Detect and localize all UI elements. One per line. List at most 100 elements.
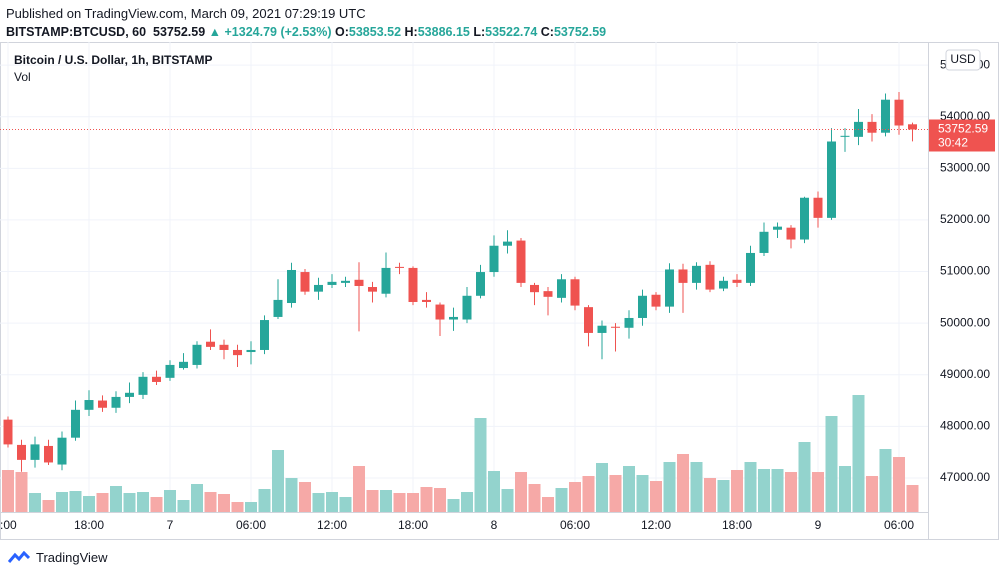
y-tick-label: 49000.00 bbox=[940, 367, 990, 381]
candle-body bbox=[800, 197, 809, 240]
axis-layer: 47000.00 48000.00 49000.00 50000.00 51000.00… bbox=[0, 57, 995, 532]
volume-bar bbox=[758, 469, 770, 512]
volume-bar bbox=[731, 470, 743, 512]
candle-body bbox=[773, 226, 782, 230]
candle-body bbox=[3, 419, 13, 445]
volume-bar bbox=[785, 472, 797, 512]
x-tick-label: 06:00 bbox=[236, 518, 266, 532]
volume-bar bbox=[380, 490, 392, 512]
candle-body bbox=[44, 445, 53, 463]
volume-bar bbox=[29, 493, 41, 512]
candle-body bbox=[71, 409, 80, 438]
volume-bar bbox=[839, 466, 851, 512]
x-tick-label: 7 bbox=[167, 518, 174, 532]
unit-box[interactable] bbox=[945, 49, 981, 71]
candle-body bbox=[449, 316, 458, 320]
volume-bar bbox=[879, 449, 892, 512]
volume-bar bbox=[771, 469, 784, 512]
y-tick-label: 54000.00 bbox=[940, 109, 990, 123]
volume-bar bbox=[825, 416, 838, 512]
candle-body bbox=[530, 284, 539, 293]
candle-body bbox=[219, 344, 229, 350]
candle-body bbox=[827, 141, 836, 218]
candle-body bbox=[422, 299, 431, 302]
y-tick-label: 53000.00 bbox=[940, 161, 990, 175]
ohlc-1: 53886.15 bbox=[417, 25, 470, 39]
ohlc-2: 53522.74 bbox=[485, 25, 538, 39]
ohlc-0: 53853.52 bbox=[348, 25, 402, 39]
volume-bar bbox=[204, 492, 217, 512]
candle-body bbox=[638, 295, 647, 318]
volume-bar bbox=[164, 490, 176, 512]
candle-body bbox=[273, 299, 283, 317]
y-tick-label: 50000.00 bbox=[940, 315, 990, 329]
candle-body bbox=[165, 364, 175, 378]
candle-layer bbox=[3, 91, 917, 472]
candle-body bbox=[759, 231, 769, 253]
candle-body bbox=[894, 99, 904, 126]
candle-body bbox=[840, 135, 850, 137]
price-tag bbox=[929, 119, 995, 152]
candle-body bbox=[381, 267, 391, 294]
x-tick-label: 12:00 bbox=[641, 518, 671, 532]
volume-bar bbox=[123, 493, 136, 512]
unit-label[interactable]: USD bbox=[950, 52, 976, 66]
candle-body bbox=[408, 267, 418, 302]
candle-body bbox=[125, 392, 134, 397]
candle-body bbox=[746, 252, 755, 283]
header: Published on TradingView.com, March 09, … bbox=[6, 5, 606, 41]
symbol: BITSTAMP:BTCUSD, 60 bbox=[6, 25, 147, 39]
y-tick-label: 51000.00 bbox=[940, 264, 990, 278]
candle-body bbox=[98, 400, 107, 408]
candle-body bbox=[435, 304, 445, 320]
volume-bar bbox=[191, 484, 203, 512]
candle-body bbox=[786, 227, 796, 240]
frame bbox=[0, 42, 999, 540]
volume-bar bbox=[447, 499, 460, 512]
volume-bar bbox=[353, 466, 365, 512]
x-tick-label: 18:00 bbox=[74, 518, 104, 532]
candle-body bbox=[138, 376, 148, 395]
candle-body bbox=[57, 437, 67, 465]
volume-bar bbox=[177, 500, 190, 512]
last: 53752.59 bbox=[153, 25, 206, 39]
volume-bar bbox=[231, 502, 244, 512]
candle-body bbox=[732, 279, 742, 283]
candle-body bbox=[84, 400, 94, 410]
candle-body bbox=[489, 245, 499, 273]
candle-body bbox=[543, 291, 553, 297]
volume-bar bbox=[812, 472, 824, 512]
candle-body bbox=[503, 241, 512, 246]
volume-bar bbox=[150, 497, 163, 512]
y-tick-label: 48000.00 bbox=[940, 419, 990, 433]
volume-bar bbox=[704, 478, 716, 512]
candle-body bbox=[908, 124, 917, 130]
chart-title: Bitcoin / U.S. Dollar, 1h, BITSTAMP bbox=[14, 53, 212, 67]
candle-body bbox=[354, 279, 364, 286]
volume-bar bbox=[623, 466, 635, 512]
volume-bar bbox=[717, 480, 730, 512]
ohlc-0-label: O: bbox=[335, 25, 349, 39]
x-tick-label: 9 bbox=[815, 518, 822, 532]
candle-body bbox=[692, 265, 701, 283]
volume-bar bbox=[528, 484, 541, 512]
volume-bar bbox=[893, 457, 905, 512]
footer: TradingView bbox=[8, 550, 108, 565]
volume-bar bbox=[258, 489, 271, 512]
volume-bar bbox=[609, 475, 622, 512]
volume-bar bbox=[285, 478, 298, 512]
candle-body bbox=[17, 444, 26, 460]
volume-bar bbox=[110, 486, 122, 512]
candle-body bbox=[611, 326, 620, 328]
candle-body bbox=[30, 444, 40, 460]
volume-bar bbox=[798, 442, 811, 512]
price-tag-countdown: 30:42 bbox=[938, 136, 968, 150]
volume-bar bbox=[420, 487, 433, 512]
x-tick-label: 18:00 bbox=[722, 518, 752, 532]
candle-body bbox=[719, 280, 728, 289]
volume-bar bbox=[488, 471, 500, 512]
volume-bar bbox=[501, 489, 514, 512]
candle-body bbox=[206, 341, 215, 347]
volume-bar bbox=[582, 476, 595, 512]
candle-body bbox=[314, 284, 323, 292]
